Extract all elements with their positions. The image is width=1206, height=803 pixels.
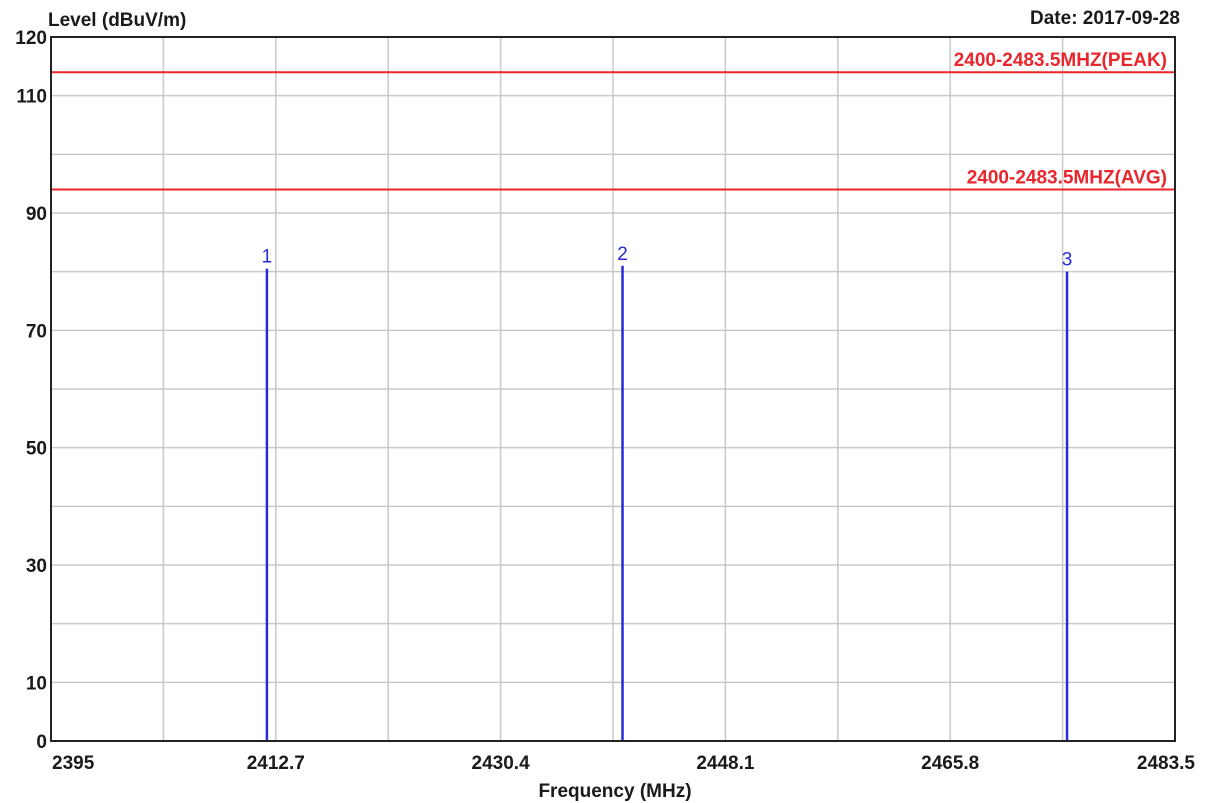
x-tick-label: 2483.5 (1137, 753, 1196, 774)
plot-frame (50, 36, 1176, 742)
markers: 1 2 3 (262, 244, 1073, 741)
x-tick-label: 2448.1 (696, 753, 755, 774)
limit-line-label: 2400-2483.5MHZ(PEAK) (954, 50, 1167, 71)
x-tick-label: 2412.7 (247, 753, 305, 774)
y-tick-label: 50 (26, 439, 47, 460)
marker-label: 2 (617, 244, 628, 265)
y-tick-label: 10 (26, 673, 47, 694)
y-tick-label: 0 (36, 732, 47, 753)
y-tick-labels: 0 10 30 50 70 90 110 120 (15, 28, 47, 753)
limit-lines: 2400-2483.5MHZ(PEAK) 2400-2483.5MHZ(AVG) (51, 50, 1175, 191)
y-tick-label: 110 (16, 87, 47, 108)
date-label: Date: 2017-09-28 (1030, 8, 1180, 29)
y-tick-label: 70 (26, 321, 47, 342)
marker-label: 1 (262, 247, 273, 268)
x-axis-label: Frequency (MHz) (538, 781, 691, 802)
limit-line-label: 2400-2483.5MHZ(AVG) (967, 168, 1167, 189)
marker-label: 3 (1062, 250, 1073, 271)
x-tick-label: 2430.4 (472, 753, 531, 774)
x-tick-label: 2465.8 (921, 753, 979, 774)
grid (50, 36, 1176, 742)
y-axis-label: Level (dBuV/m) (48, 10, 186, 31)
y-tick-label: 30 (26, 556, 47, 577)
x-tick-labels: 2395 2412.7 2430.4 2448.1 2465.8 2483.5 (52, 753, 1195, 774)
y-tick-label: 120 (15, 28, 47, 49)
x-tick-label: 2395 (52, 753, 95, 774)
y-tick-label: 90 (26, 204, 47, 225)
